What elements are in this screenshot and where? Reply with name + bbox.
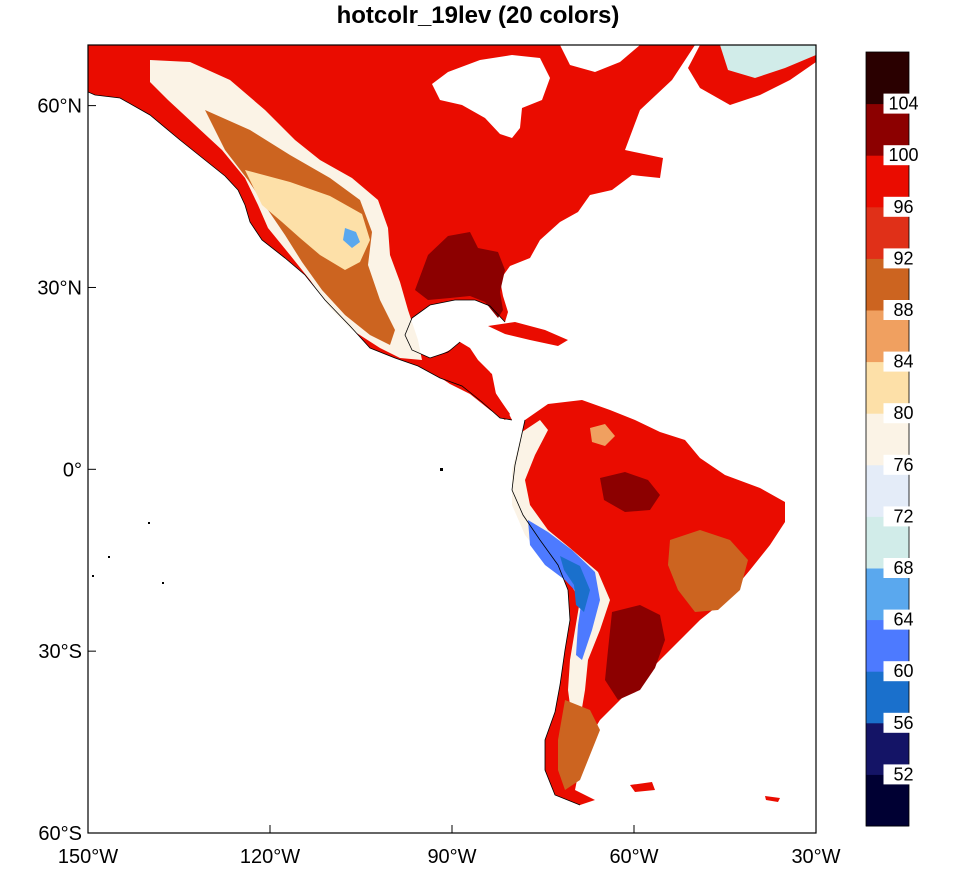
falkland-islands (630, 782, 655, 792)
andes-coldest-core (560, 556, 590, 612)
patagonia (558, 700, 600, 790)
colorbar-label: 52 (893, 764, 913, 784)
guiana-highlands (590, 424, 615, 446)
colorbar-frame (865, 51, 910, 827)
colorbar-label: 60 (893, 661, 913, 681)
coastline-south-america (511, 419, 581, 806)
north-america-landmass (88, 45, 816, 420)
x-tick-label: 120°W (240, 846, 300, 868)
coastlines (88, 91, 581, 806)
colorbar-label-bg (883, 764, 928, 785)
south-america-landmass (512, 400, 785, 805)
colorbar-label-bg (883, 248, 928, 269)
colorbar-label-bg (883, 454, 928, 475)
island-dot (92, 575, 94, 577)
coastline-gulf (404, 299, 506, 359)
brazilian-highlands (668, 530, 748, 612)
colorbar-label-bg (883, 403, 928, 424)
south-georgia (765, 796, 780, 802)
coastline-north-america (88, 91, 513, 421)
x-axis: 150°W 120°W 90°W 60°W 30°W (58, 825, 841, 868)
x-tick-label: 30°W (791, 846, 840, 868)
colorbar-label: 88 (893, 300, 913, 320)
greenland-ice (720, 45, 816, 78)
arctic-coast-gap (560, 45, 640, 72)
y-tick-label: 60°S (38, 823, 82, 845)
colorbar-label: 68 (893, 558, 913, 578)
colorbar-label-bg (883, 145, 928, 166)
y-tick-label: 60°N (37, 96, 82, 118)
island-dot (148, 522, 150, 524)
y-tick-label: 0° (63, 459, 82, 481)
y-tick-label: 30°N (37, 277, 82, 299)
gran-chaco-hot-region (605, 605, 665, 700)
colorbar-label-bg (883, 609, 928, 630)
pacific-islands (92, 468, 443, 584)
colorbar: 52 56 60 64 68 72 76 80 84 88 92 96 100 104 (865, 51, 928, 827)
colorbar-label: 104 (888, 94, 918, 114)
central-america (432, 344, 510, 420)
andes-altiplano-cold (528, 520, 600, 660)
colorbar-label: 56 (893, 713, 913, 733)
colorbar-label-bg (883, 712, 928, 733)
colorbar-label-bg (883, 93, 928, 114)
hudson-bay (432, 55, 550, 138)
colorbar-label-bg (883, 661, 928, 682)
amazon-hot-region (600, 472, 660, 512)
colorbar-label: 76 (893, 455, 913, 475)
island-dot (162, 582, 164, 584)
colorbar-label: 84 (893, 352, 913, 372)
colorbar-label-bg (883, 196, 928, 217)
cuba (488, 322, 568, 346)
colorbar-label-bg (883, 558, 928, 578)
colorbar-label-bg (883, 300, 928, 320)
colorado-plateau-peak (343, 228, 360, 248)
y-axis: 60°N 30°N 0° 30°S 60°S (37, 96, 96, 845)
southeast-hot-region (415, 232, 505, 318)
colorbar-label: 100 (888, 145, 918, 165)
colorbar-label: 64 (893, 610, 913, 630)
colorbar-label: 96 (893, 197, 913, 217)
great-basin-highlands (245, 170, 370, 270)
map-title: hotcolr_19lev (20 colors) (336, 2, 620, 29)
map-panel (88, 45, 816, 833)
colorbar-label: 80 (893, 403, 913, 423)
x-tick-label: 150°W (58, 846, 118, 868)
colorbar-label: 92 (893, 248, 913, 268)
colorbar-label-bg (883, 351, 928, 372)
colorbar-label: 72 (893, 506, 913, 526)
island-dot (108, 556, 110, 558)
island-dot (440, 468, 443, 471)
y-tick-label: 30°S (38, 641, 82, 663)
colorbar-label-bg (883, 506, 928, 527)
x-tick-label: 90°W (427, 846, 476, 868)
x-tick-label: 60°W (609, 846, 658, 868)
